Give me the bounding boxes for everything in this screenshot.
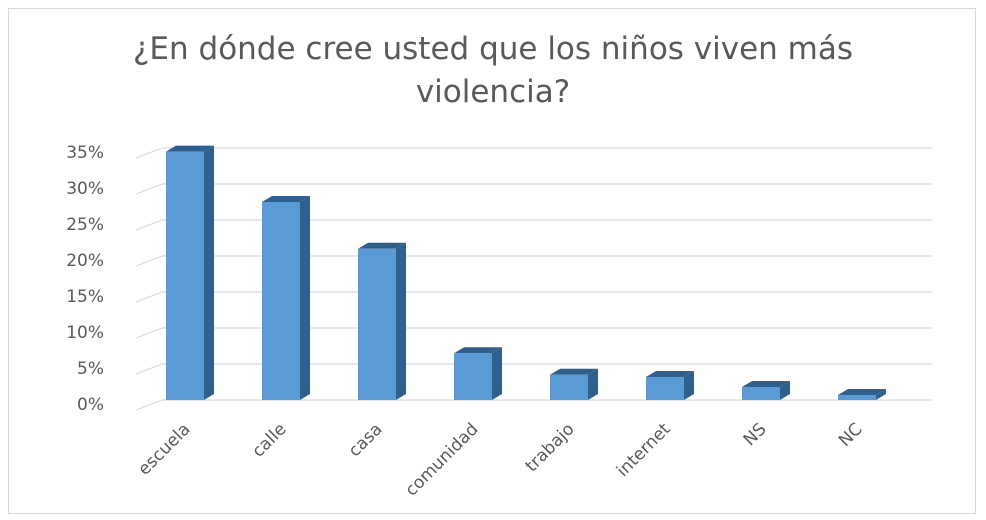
- y-tick-label: 25%: [66, 215, 104, 235]
- y-tick-label: 0%: [77, 395, 104, 415]
- bar-ns: [742, 381, 790, 400]
- bar-calle: [262, 196, 310, 400]
- bar-top: [646, 370, 694, 377]
- bar-side: [396, 242, 406, 400]
- x-tick-label: calle: [248, 419, 290, 461]
- bar-nc: [838, 388, 886, 400]
- bar-side: [876, 388, 886, 400]
- bar-front: [166, 151, 204, 400]
- gridline-depth: [135, 255, 163, 267]
- bar-top: [358, 242, 406, 249]
- bar-comunidad: [454, 347, 502, 400]
- y-tick-label: 15%: [66, 287, 104, 307]
- x-tick-label: NS: [740, 419, 771, 450]
- x-tick-label: trabajo: [522, 419, 579, 476]
- bar-top: [262, 196, 310, 202]
- y-tick-label: 10%: [66, 323, 104, 343]
- bars: [166, 145, 886, 400]
- bar-front: [454, 353, 492, 400]
- y-tick-label: 5%: [77, 359, 104, 379]
- bar-side: [684, 370, 694, 400]
- gridline-depth: [135, 327, 163, 339]
- bar-front: [262, 202, 300, 400]
- bar-top: [742, 381, 790, 388]
- x-tick-label: escuela: [134, 419, 194, 479]
- bar-internet: [646, 370, 694, 400]
- x-tick-label: casa: [345, 419, 387, 461]
- bar-front: [838, 394, 876, 400]
- bar-side: [492, 347, 502, 400]
- x-tick-label: internet: [613, 419, 675, 481]
- bar-side: [204, 145, 214, 400]
- chart-title-line-1: ¿En dónde cree usted que los niños viven…: [132, 31, 854, 67]
- gridline-depth: [135, 363, 163, 375]
- y-tick-label: 20%: [66, 251, 104, 271]
- bar-top: [166, 145, 214, 152]
- gridline-depth: [135, 291, 163, 303]
- chart-title: ¿En dónde cree usted que los niños viven…: [0, 28, 986, 114]
- bar-front: [550, 374, 588, 400]
- gridlines: [135, 147, 932, 411]
- bar-side: [588, 368, 598, 400]
- x-tick-label: NC: [835, 419, 867, 451]
- bar-casa: [358, 242, 406, 400]
- bar-side: [300, 196, 310, 400]
- bar-trabajo: [550, 368, 598, 400]
- bar-escuela: [166, 145, 214, 400]
- y-tick-label: 30%: [66, 179, 104, 199]
- x-tick-label: comunidad: [402, 419, 483, 500]
- gridline-depth: [135, 399, 163, 411]
- bar-side: [780, 381, 790, 400]
- bar-top: [454, 347, 502, 354]
- bar-front: [358, 248, 396, 400]
- y-tick-label: 35%: [66, 143, 104, 163]
- bar-top: [550, 368, 598, 375]
- x-axis-labels: escuela calle casa comunidad trabajo internet…: [134, 419, 866, 500]
- bar-top: [838, 388, 886, 395]
- bar-front: [646, 376, 684, 400]
- gridline-depth: [135, 183, 163, 195]
- y-axis-ticks: 0% 5% 10% 15% 20% 25% 30% 35%: [66, 143, 104, 415]
- chart-title-line-2: violencia?: [415, 74, 571, 110]
- bar-front: [742, 387, 780, 400]
- gridline-depth: [135, 219, 163, 231]
- gridline-depth: [135, 147, 163, 159]
